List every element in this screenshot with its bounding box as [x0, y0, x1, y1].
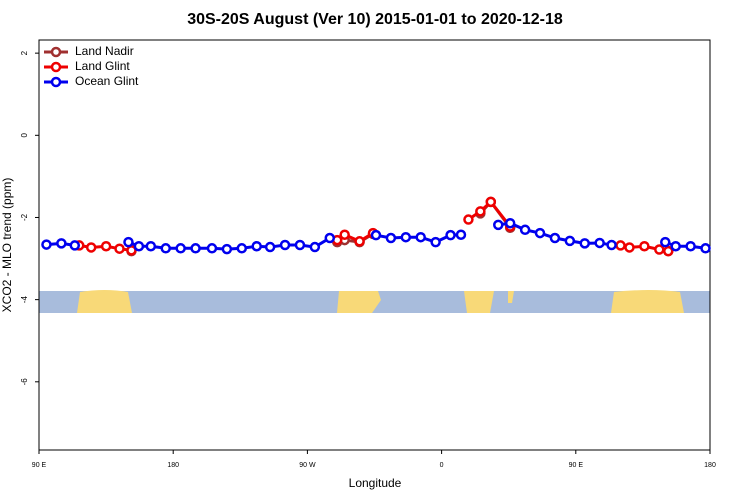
data-point	[415, 231, 426, 243]
data-point	[190, 243, 201, 254]
data-point	[85, 242, 97, 253]
y-tick-label: 2	[20, 50, 29, 55]
data-point	[175, 243, 186, 254]
data-point	[221, 243, 233, 255]
data-point	[264, 241, 276, 253]
land-africa-east	[464, 291, 494, 313]
x-tick-label: 90 W	[299, 462, 316, 469]
data-point	[455, 229, 467, 240]
data-point	[133, 240, 145, 252]
land-south-america	[337, 291, 381, 313]
data-point	[354, 236, 365, 247]
data-point	[504, 217, 516, 229]
data-point	[615, 240, 626, 251]
legend-label: Ocean Glint	[75, 74, 139, 88]
x-tick-label: 180	[167, 462, 179, 469]
data-point	[251, 240, 262, 252]
x-tick-label: 90 E	[569, 462, 584, 469]
data-point	[445, 229, 456, 241]
y-tick-label: 0	[20, 133, 29, 138]
data-point	[579, 238, 590, 249]
data-point	[624, 242, 635, 253]
data-point	[279, 239, 291, 251]
x-tick-label: 180	[704, 462, 716, 469]
land-africa	[77, 290, 132, 313]
y-tick-label: -6	[20, 378, 29, 386]
data-point	[662, 245, 674, 257]
data-point	[660, 236, 671, 248]
data-point	[463, 214, 474, 225]
data-point	[206, 243, 218, 254]
data-point	[236, 243, 248, 254]
data-point	[654, 244, 665, 255]
legend-label: Land Nadir	[75, 44, 134, 58]
data-point	[309, 241, 321, 253]
data-point	[493, 219, 504, 231]
data-point	[606, 239, 617, 251]
data-point	[324, 232, 336, 244]
data-point	[385, 232, 397, 244]
data-point	[475, 206, 486, 217]
data-point	[685, 240, 696, 252]
data-point	[370, 229, 382, 241]
data-point	[145, 240, 157, 252]
data-point	[594, 237, 605, 249]
data-point	[100, 240, 112, 252]
data-point	[294, 239, 306, 251]
data-point	[670, 240, 681, 252]
data-point	[114, 243, 125, 254]
data-point	[549, 232, 561, 244]
data-point	[639, 240, 650, 252]
data-point	[430, 236, 441, 248]
chart-title: 30S-20S August (Ver 10) 2015-01-01 to 20…	[187, 11, 563, 28]
data-point	[339, 229, 350, 240]
legend-marker	[50, 46, 62, 58]
legend-marker	[50, 61, 62, 73]
x-axis-title: Longitude	[349, 476, 402, 490]
data-point	[400, 231, 412, 243]
data-point	[69, 240, 81, 251]
data-point	[123, 236, 134, 248]
y-tick-label: -2	[20, 213, 29, 221]
legend-marker	[50, 76, 62, 88]
data-point	[534, 227, 546, 239]
data-point	[56, 238, 67, 249]
data-point	[564, 235, 576, 247]
map-strip	[39, 290, 710, 313]
data-point	[41, 239, 52, 250]
plot-frame	[38, 39, 711, 451]
land-australia	[611, 290, 684, 313]
data-point	[700, 243, 711, 254]
y-tick-label: -4	[20, 296, 29, 304]
data-point	[485, 196, 497, 208]
y-axis-title: XCO2 - MLO trend (ppm)	[0, 178, 14, 313]
data-point	[160, 243, 171, 254]
legend-label: Land Glint	[75, 59, 130, 73]
data-point	[519, 224, 531, 236]
x-tick-label: 0	[440, 462, 444, 469]
x-tick-label: 90 E	[32, 462, 47, 469]
land-madagascar	[508, 291, 514, 303]
